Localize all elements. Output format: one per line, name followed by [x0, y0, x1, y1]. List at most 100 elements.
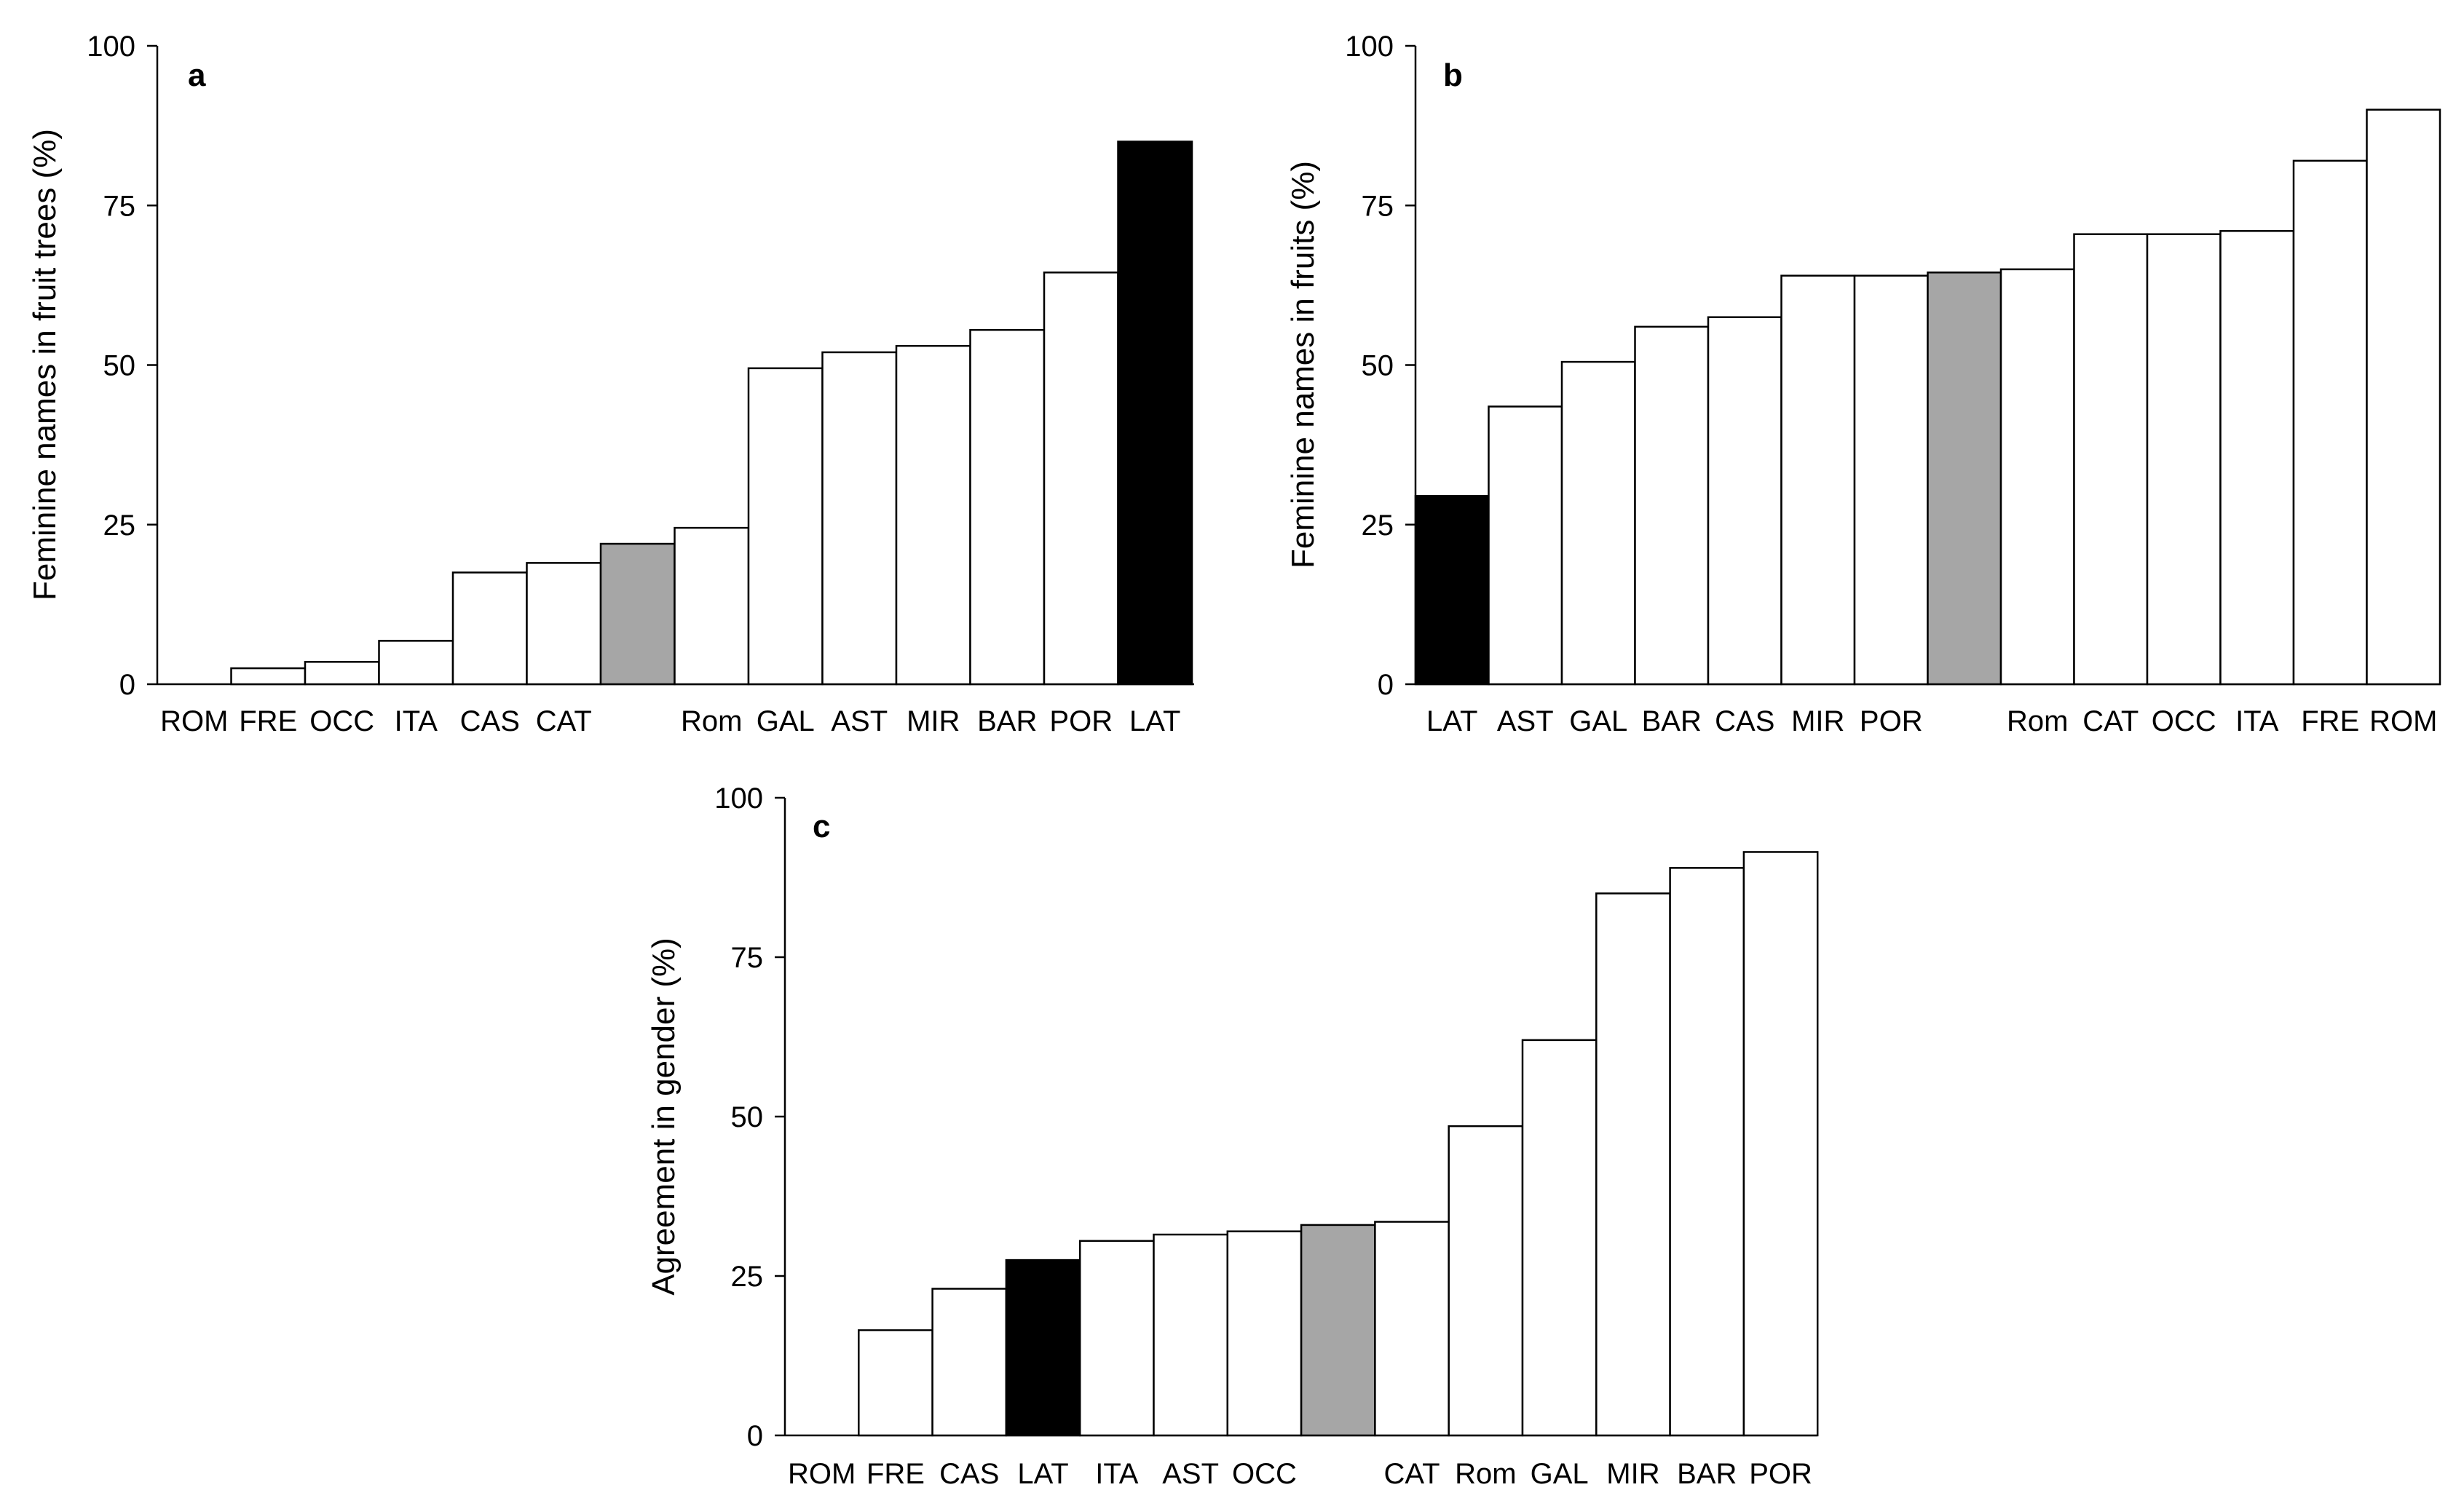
bar: [2219, 230, 2295, 686]
bar: [230, 667, 307, 686]
x-category-label: BAR: [1642, 705, 1702, 737]
y-tick-label: 0: [119, 669, 135, 701]
bar: [1043, 272, 1119, 686]
x-category-label: ITA: [395, 705, 438, 737]
bar: [1999, 268, 2075, 686]
x-category-label: MIR: [1791, 705, 1844, 737]
y-tick-label: 0: [747, 1420, 763, 1452]
chart-panel-c: c Agreement in gender (%) 0 25 50 75 100 ROM…: [646, 782, 1819, 1490]
y-tick-label: 50: [1362, 350, 1394, 382]
bar: [1521, 1039, 1598, 1437]
x-category-label: Rom: [1455, 1458, 1516, 1490]
y-axis-title-b: Feminine names in fruits (%): [1285, 161, 1321, 568]
y-tick-label: 75: [1362, 190, 1394, 222]
x-category-label: MIR: [907, 705, 960, 737]
x-category-label: CAS: [460, 705, 520, 737]
chart-panel-b: b Feminine names in fruits (%) 0 25 50 75 10…: [1285, 31, 2441, 737]
bar: [1005, 1259, 1081, 1437]
x-category-label: ROM: [2369, 705, 2437, 737]
y-tick-label: 75: [731, 942, 764, 974]
y-axis-title-a: Feminine names in fruit trees (%): [27, 129, 63, 601]
x-category-label: BAR: [1677, 1458, 1737, 1490]
bar: [378, 640, 454, 686]
x-category-label: POR: [1049, 705, 1113, 737]
x-category-label: FRE: [2301, 705, 2359, 737]
bar: [1153, 1233, 1229, 1437]
bar: [858, 1329, 933, 1437]
bar: [1560, 360, 1636, 686]
bar: [1414, 495, 1490, 686]
x-category-label: AST: [831, 705, 888, 737]
bar: [1226, 1230, 1303, 1437]
panel-letter-a: a: [188, 58, 206, 93]
bar: [895, 344, 971, 686]
x-category-label: FRE: [239, 705, 297, 737]
bar: [451, 571, 528, 686]
x-category-label: AST: [1162, 1458, 1219, 1490]
y-tick-label: 0: [1378, 669, 1394, 701]
bar: [1780, 274, 1856, 686]
x-category-label: POR: [1860, 705, 1923, 737]
y-tick-label: 75: [103, 190, 136, 222]
x-category-label: OCC: [1232, 1458, 1297, 1490]
x-category-label: OCC: [2152, 705, 2216, 737]
x-category-label: ROM: [788, 1458, 856, 1490]
y-tick-label: 25: [1362, 510, 1394, 542]
y-tick-label: 25: [731, 1261, 764, 1293]
y-tick-label: 50: [103, 350, 136, 382]
bar: [304, 661, 380, 686]
bar: [2073, 233, 2149, 686]
panel-letter-b: b: [1443, 58, 1463, 93]
y-tick-label: 50: [731, 1101, 764, 1133]
x-category-label: GAL: [757, 705, 815, 737]
x-category-label: AST: [1497, 705, 1554, 737]
x-category-label: GAL: [1531, 1458, 1589, 1490]
y-tick-label: 100: [1345, 31, 1394, 63]
x-category-label: Rom: [681, 705, 742, 737]
y-tick-label: 100: [87, 31, 135, 63]
x-category-label: CAT: [536, 705, 592, 737]
x-category-label: Rom: [2007, 705, 2068, 737]
bar: [931, 1288, 1008, 1437]
x-category-label: POR: [1749, 1458, 1812, 1490]
bar: [1448, 1125, 1524, 1437]
y-tick-label: 25: [103, 510, 136, 542]
bar: [2146, 233, 2222, 686]
bar: [526, 562, 602, 686]
x-category-label: ROM: [160, 705, 228, 737]
bar: [821, 351, 898, 686]
y-tick-label: 100: [714, 782, 763, 815]
bar: [1927, 272, 2002, 686]
bar: [1488, 405, 1563, 686]
x-category-label: ITA: [1095, 1458, 1139, 1490]
bar: [1117, 140, 1193, 686]
y-axis-title-c: Agreement in gender (%): [646, 938, 682, 1296]
bar: [1742, 851, 1819, 1437]
x-category-label: BAR: [977, 705, 1037, 737]
bar: [1707, 316, 1782, 686]
bar: [1300, 1224, 1376, 1437]
bar: [1595, 892, 1671, 1437]
bar: [1374, 1221, 1450, 1437]
panel-letter-c: c: [813, 809, 830, 844]
bar: [1853, 274, 1929, 686]
bar: [1078, 1240, 1155, 1437]
bar: [599, 542, 676, 686]
x-category-label: MIR: [1606, 1458, 1659, 1490]
x-category-label: LAT: [1426, 705, 1477, 737]
x-category-label: LAT: [1129, 705, 1180, 737]
bar: [747, 367, 824, 686]
x-category-label: ITA: [2235, 705, 2279, 737]
x-category-label: OCC: [309, 705, 374, 737]
chart-panel-a: a Feminine names in fruit trees (%) 0 25 5…: [27, 31, 1194, 737]
x-category-label: LAT: [1017, 1458, 1068, 1490]
bar: [969, 329, 1046, 686]
x-category-label: GAL: [1569, 705, 1627, 737]
x-category-label: CAT: [1384, 1458, 1440, 1490]
bar: [674, 526, 750, 686]
bar: [1669, 867, 1745, 1437]
x-category-label: CAS: [1715, 705, 1774, 737]
bar: [1634, 325, 1710, 686]
bar: [2366, 108, 2441, 686]
